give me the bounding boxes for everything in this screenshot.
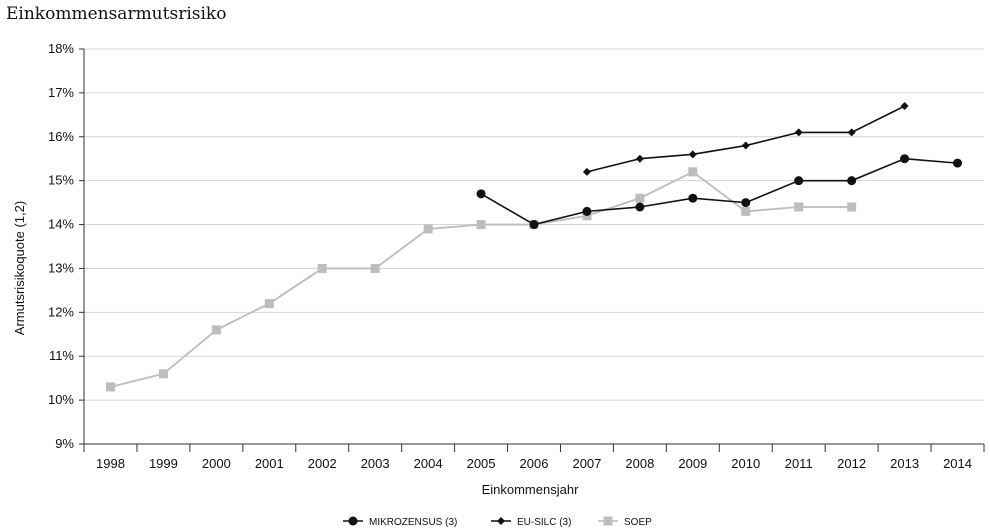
x-axis-label: Einkommensjahr (482, 482, 579, 497)
data-point (476, 220, 486, 230)
data-point (847, 176, 857, 186)
data-point (688, 193, 698, 203)
data-point (635, 202, 645, 212)
data-point (317, 263, 327, 273)
data-point (211, 325, 221, 335)
data-point (582, 167, 591, 176)
data-point (741, 141, 750, 150)
series-line (110, 170, 852, 388)
data-point (635, 193, 645, 203)
x-tick-label: 2012 (837, 456, 866, 471)
data-point (794, 202, 804, 212)
y-tick-label: 9% (55, 436, 74, 451)
legend-item: SOEP (598, 516, 652, 528)
legend-marker (497, 517, 505, 525)
x-tick-label: 2010 (731, 456, 760, 471)
data-point (635, 154, 644, 163)
series-line (586, 105, 905, 173)
y-tick-label: 10% (48, 392, 74, 407)
data-point (529, 220, 539, 230)
x-tick-label: 1999 (149, 456, 178, 471)
legend-label: EU-SILC (3) (517, 517, 571, 528)
x-tick-label: 2002 (308, 456, 337, 471)
y-tick-label: 16% (48, 129, 74, 144)
data-point (423, 224, 433, 234)
chart-title: Einkommensarmutsrisiko (6, 4, 227, 24)
series-group (105, 102, 963, 392)
data-point (105, 382, 115, 392)
y-tick-label: 12% (48, 304, 74, 319)
data-point (582, 206, 592, 216)
series-line (480, 157, 958, 226)
x-tick-label: 2006 (520, 456, 549, 471)
x-tick-labels: 1998 1999 2000 2001 2002 2003 2004 2005 2006 2007… (96, 456, 972, 471)
legend-marker (348, 516, 358, 526)
data-point (688, 167, 698, 177)
x-tick-label: 2004 (414, 456, 443, 471)
y-tick-labels: 9% 10% 11% 12% 13% 14% 15% 16% 17% 18% (48, 41, 74, 451)
y-tick-label: 14% (48, 217, 74, 232)
x-tick-label: 2003 (361, 456, 390, 471)
y-tick-label: 13% (48, 260, 74, 275)
data-point (847, 202, 857, 212)
data-point (741, 198, 751, 208)
data-point (741, 206, 751, 216)
x-tick-label: 2001 (255, 456, 284, 471)
data-point (900, 102, 909, 111)
y-tick-label: 11% (49, 348, 74, 363)
data-point (264, 299, 274, 309)
legend-marker (603, 516, 613, 526)
legend-item: MIKROZENSUS (3) (343, 516, 457, 528)
series-mikrozensus-3 (476, 154, 963, 230)
data-point (476, 189, 486, 199)
data-point (953, 158, 963, 168)
data-point (794, 128, 803, 137)
data-point (847, 128, 856, 137)
x-tick-label: 2011 (785, 456, 813, 471)
data-point (158, 369, 168, 379)
legend: MIKROZENSUS (3) EU-SILC (3) SOEP (343, 516, 652, 528)
legend-item: EU-SILC (3) (491, 517, 571, 528)
data-point (688, 150, 697, 159)
series-eu-silc-3 (582, 102, 909, 176)
axes (79, 48, 985, 452)
x-tick-label: 1998 (96, 456, 125, 471)
data-point (900, 154, 910, 164)
legend-label: MIKROZENSUS (3) (369, 517, 457, 528)
y-tick-label: 17% (48, 85, 74, 100)
x-tick-label: 2005 (467, 456, 496, 471)
data-point (370, 263, 380, 273)
data-point (794, 176, 804, 186)
x-tick-label: 2009 (678, 456, 707, 471)
legend-label: SOEP (624, 517, 652, 528)
y-tick-label: 15% (48, 173, 74, 188)
x-tick-label: 2014 (943, 456, 972, 471)
x-tick-label: 2000 (202, 456, 231, 471)
x-tick-label: 2007 (572, 456, 601, 471)
x-tick-label: 2008 (625, 456, 654, 471)
y-axis-label: Armutsrisikoquote (1,2) (12, 201, 27, 335)
y-tick-label: 18% (48, 41, 74, 56)
x-tick-label: 2013 (890, 456, 919, 471)
